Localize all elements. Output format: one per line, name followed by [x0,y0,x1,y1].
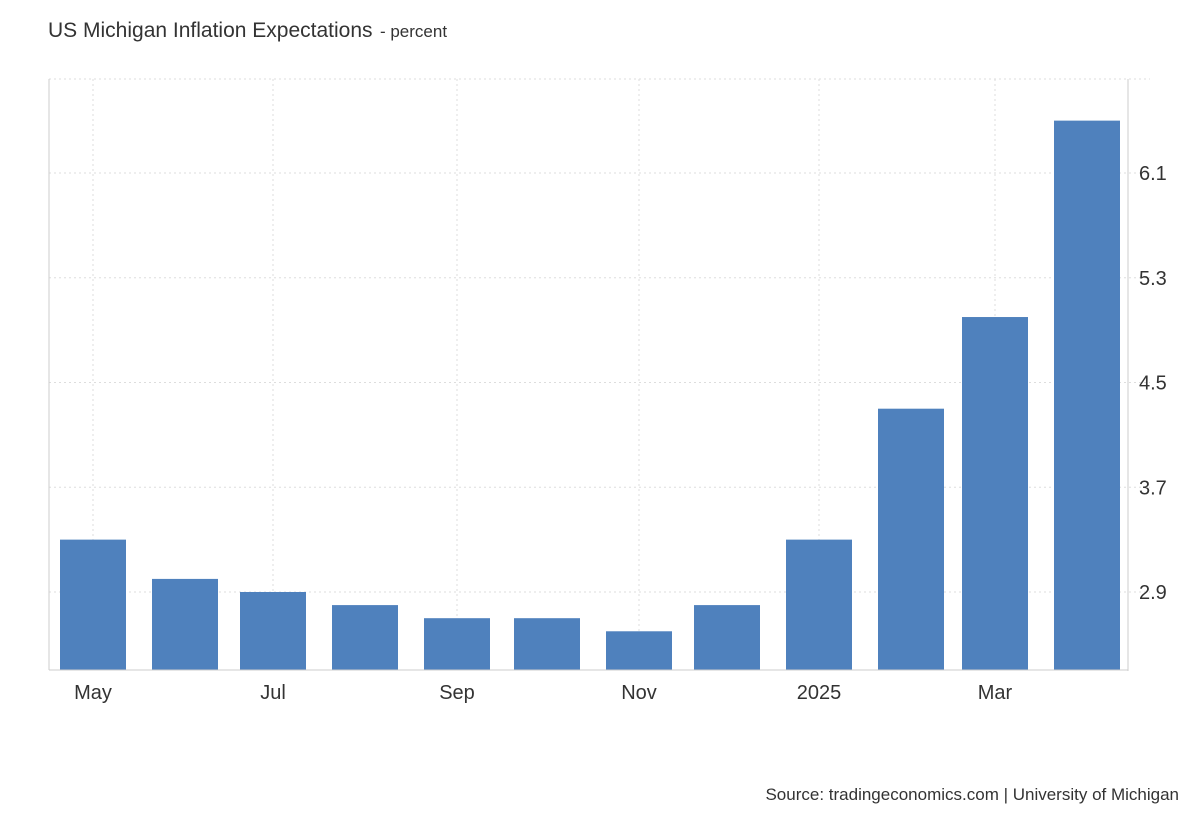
x-tick-label: May [74,682,112,704]
bar-3 [240,592,306,670]
y-tick-labels: 2.9 3.7 4.5 5.3 6.1 [1139,163,1167,604]
bar-1 [60,539,126,670]
bar-6 [514,618,580,670]
bar-7 [606,631,672,670]
bar-9 [786,539,852,670]
source-note: Source: tradingeconomics.com | Universit… [765,785,1179,804]
chart-title: US Michigan Inflation Expectations [48,19,373,42]
bar-11 [962,317,1028,670]
bar-8 [694,605,760,670]
x-tick-label: Jul [260,682,286,704]
y-tick-label: 4.5 [1139,373,1167,395]
y-tick-label: 3.7 [1139,477,1167,499]
y-tick-label: 2.9 [1139,582,1167,604]
bar-2 [152,578,218,670]
axes [48,79,1129,671]
x-tick-label: 2025 [797,682,842,704]
bar-5 [424,618,490,670]
bars [60,120,1120,670]
y-tick-label: 6.1 [1139,163,1167,185]
bar-12 [1054,120,1120,670]
x-tick-label: Mar [978,682,1013,704]
y-tick-label: 5.3 [1139,268,1167,290]
title-row: US Michigan Inflation Expectations - per… [48,19,447,43]
x-tick-label: Nov [621,682,657,704]
bar-4 [332,605,398,670]
x-tick-labels: May Jul Sep Nov 2025 Mar [74,682,1012,704]
grid-lines [49,78,1150,670]
x-tick-label: Sep [439,682,475,704]
bar-10 [878,408,944,670]
chart-subtitle: - percent [379,22,448,41]
